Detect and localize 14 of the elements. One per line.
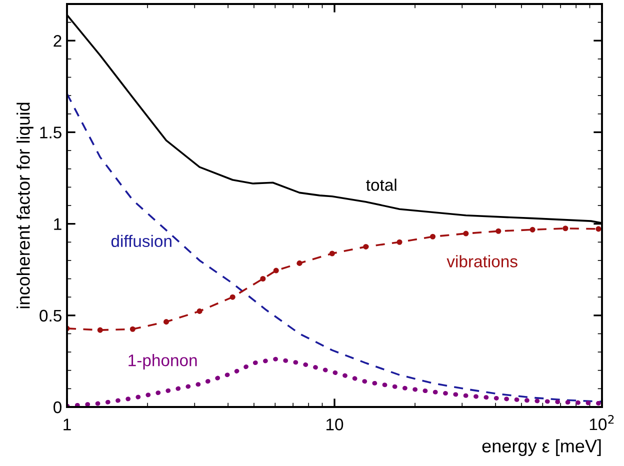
- x-tick-label: 10$^{2}$: [590, 415, 614, 430]
- y-axis-title: incoherent factor for liquid: [16, 102, 34, 308]
- y-tick-label: 0.5: [40, 310, 62, 322]
- x-axis-title: energy ε [meV]: [482, 439, 601, 456]
- series-label: 1-phonon: [128, 354, 197, 370]
- y-tick-label: 2: [54, 35, 62, 47]
- y-tick-label: 1: [54, 218, 62, 230]
- y-tick-label: 1.5: [40, 126, 62, 138]
- x-tick-label: 10: [326, 418, 344, 430]
- series-label: diffusion: [111, 234, 172, 248]
- series-label: total: [366, 178, 396, 191]
- y-tick-label: 0: [54, 401, 62, 414]
- series-label: vibrations: [446, 255, 518, 268]
- x-tick-label: 1: [64, 418, 71, 430]
